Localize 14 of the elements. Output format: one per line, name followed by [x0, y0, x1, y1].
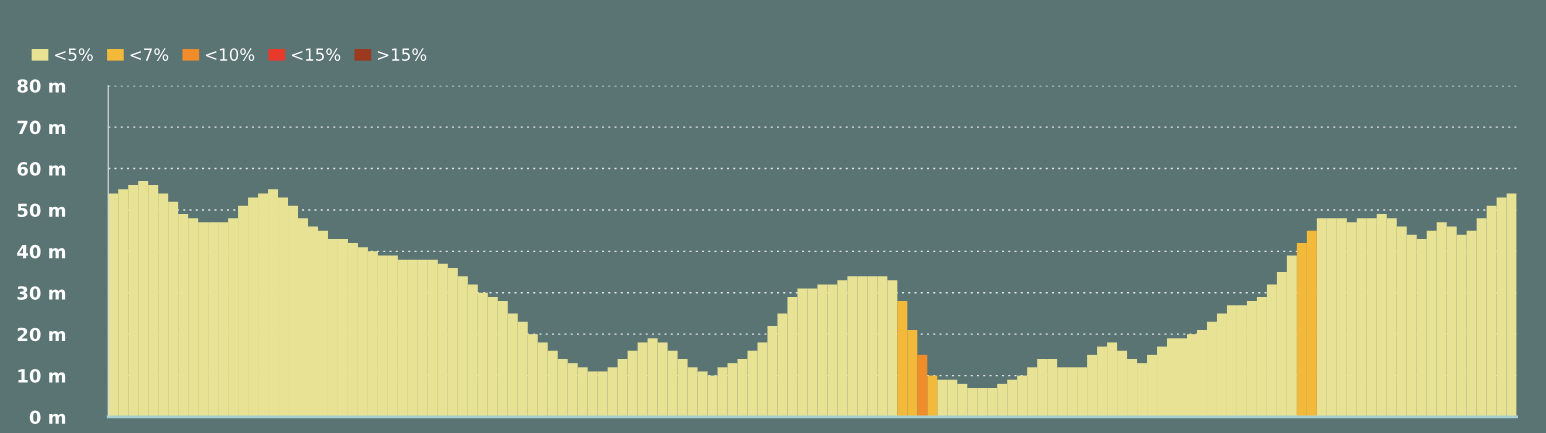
y-tick-label: 60 m	[17, 162, 66, 176]
legend-label: <15%	[291, 48, 341, 61]
legend-label: >15%	[377, 48, 427, 61]
y-tick-label: 40 m	[17, 244, 66, 259]
legend-label: <5%	[55, 48, 93, 61]
y-tick-label: 20 m	[17, 327, 66, 342]
y-tick-label: 30 m	[17, 286, 66, 300]
y-tick-label: 0 m	[29, 410, 66, 425]
y-tick-label: 50 m	[17, 203, 66, 218]
y-tick-label: 10 m	[18, 369, 66, 383]
legend-label: <10%	[205, 48, 255, 61]
y-tick-label: 70 m	[17, 120, 66, 135]
y-tick-label: 80 m	[17, 79, 66, 93]
legend-label: <7%	[130, 48, 169, 61]
